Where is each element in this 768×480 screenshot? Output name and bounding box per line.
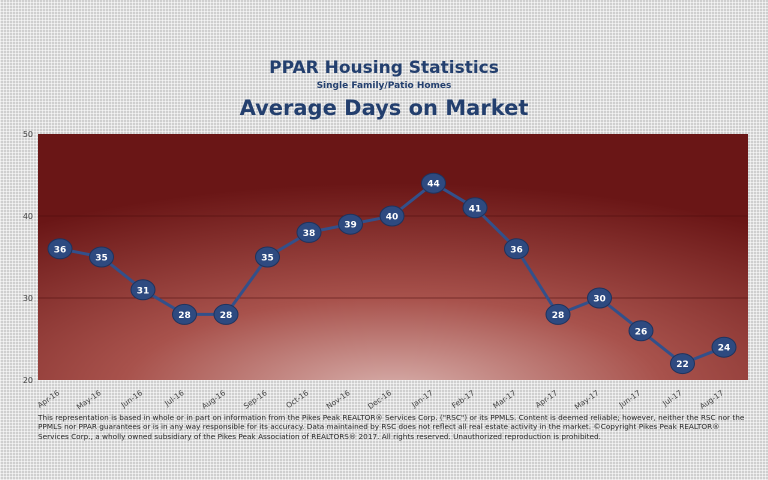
data-point: 35 (255, 246, 280, 268)
x-tick-label: Mar-17 (491, 388, 518, 410)
data-marker (172, 303, 197, 325)
data-label: 22 (676, 360, 689, 370)
data-label: 36 (54, 245, 67, 255)
data-marker (545, 303, 571, 325)
data-marker (338, 213, 363, 235)
x-tick-label: May-17 (573, 388, 601, 411)
data-label: 36 (510, 245, 523, 255)
data-label: 30 (593, 295, 606, 305)
data-marker (379, 205, 405, 227)
data-point: 35 (89, 246, 114, 268)
data-marker (47, 238, 73, 260)
data-label: 28 (552, 311, 565, 321)
data-marker (504, 238, 529, 260)
x-tick-label: Apr-16 (36, 388, 62, 410)
data-marker (89, 246, 114, 268)
data-marker (711, 336, 737, 358)
data-label: 44 (427, 180, 440, 190)
data-point: 31 (130, 279, 156, 301)
data-marker (213, 303, 239, 325)
data-label: 35 (261, 254, 274, 264)
data-label: 31 (137, 286, 150, 296)
x-axis: Apr-16 May-16 Jun-16 Jul-16 Aug-16 Sep-16 Oct-… (36, 388, 726, 411)
y-tick-label: 40 (23, 212, 33, 221)
x-tick-label: Sep-16 (242, 388, 269, 411)
data-label: 38 (303, 229, 316, 239)
x-tick-label: Aug-17 (698, 388, 725, 411)
y-tick-label: 20 (23, 376, 33, 385)
data-marker (462, 197, 488, 219)
data-label: 24 (718, 344, 731, 354)
data-point: 44 (421, 172, 446, 194)
data-point: 36 (47, 238, 73, 260)
x-tick-label: Feb-17 (450, 388, 476, 410)
x-tick-label: Dec-16 (366, 388, 393, 411)
data-point: 28 (213, 303, 239, 325)
plot-area (38, 134, 748, 380)
y-tick-label: 50 (23, 130, 33, 139)
x-tick-label: Jul-16 (162, 388, 186, 408)
x-tick-label: Jun-16 (119, 388, 145, 410)
data-marker (255, 246, 280, 268)
chart-title: Average Days on Market (239, 96, 529, 120)
y-tick-label: 30 (23, 294, 33, 303)
data-point: 41 (462, 197, 488, 219)
data-point: 28 (172, 303, 197, 325)
data-point: 36 (504, 238, 529, 260)
data-marker (296, 221, 322, 243)
line-chart: 20 30 40 50 Apr-16 May-16 Jun-16 Jul-16 Aug-16 S… (23, 130, 748, 411)
data-point: 26 (628, 320, 654, 342)
subtitle: Single Family/Patio Homes (316, 81, 452, 91)
x-tick-label: Jan-17 (409, 388, 435, 410)
data-marker (587, 287, 612, 309)
data-label: 26 (635, 327, 648, 337)
x-tick-label: Nov-16 (325, 388, 352, 411)
x-tick-label: Aug-16 (200, 388, 227, 411)
x-tick-label: Jun-17 (617, 388, 643, 410)
data-point: 39 (338, 213, 363, 235)
data-label: 39 (344, 221, 357, 231)
data-marker (628, 320, 654, 342)
x-tick-label: Oct-16 (284, 388, 310, 410)
data-marker (670, 353, 695, 375)
y-axis: 20 30 40 50 (23, 130, 33, 385)
data-marker (421, 172, 446, 194)
data-label: 41 (469, 204, 482, 214)
data-point: 28 (545, 303, 571, 325)
x-tick-label: May-16 (75, 388, 103, 411)
data-points: 36 35 31 28 28 35 38 39 40 44 41 36 28 30 26 22 24 (47, 172, 737, 375)
x-tick-label: Jul-17 (660, 388, 684, 408)
data-point: 24 (711, 336, 737, 358)
data-marker (130, 279, 156, 301)
data-label: 40 (386, 213, 399, 223)
data-point: 38 (296, 221, 322, 243)
data-label: 35 (95, 254, 108, 264)
data-point: 40 (379, 205, 405, 227)
data-point: 30 (587, 287, 612, 309)
disclaimer-footnote: This representation is based in whole or… (38, 413, 745, 441)
main-title: PPAR Housing Statistics (269, 58, 499, 78)
data-label: 28 (220, 311, 233, 321)
data-point: 22 (670, 353, 695, 375)
x-tick-label: Apr-17 (534, 388, 560, 410)
data-label: 28 (178, 311, 191, 321)
